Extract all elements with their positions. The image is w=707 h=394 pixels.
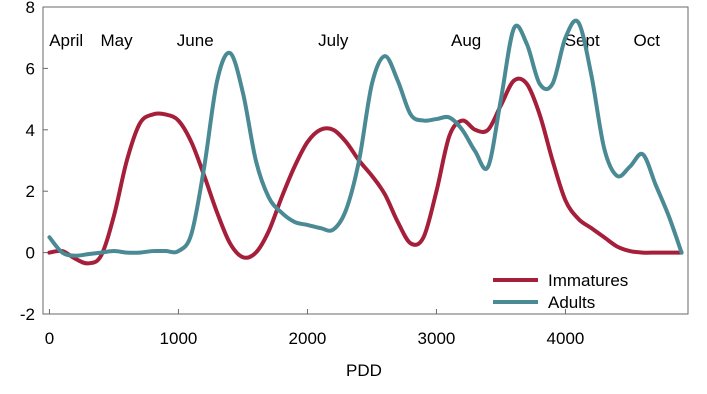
month-label-april: April: [49, 31, 83, 50]
legend-label-adults: Adults: [548, 293, 595, 312]
month-label-oct: Oct: [633, 31, 660, 50]
y-tick-label: 2: [26, 182, 35, 201]
y-tick-label: 6: [26, 59, 35, 78]
month-label-july: July: [318, 31, 349, 50]
month-label-june: June: [177, 31, 214, 50]
y-axis: -2 0 2 4 6 8: [20, 0, 48, 324]
month-label-aug: Aug: [451, 31, 481, 50]
x-tick-label: 1000: [160, 329, 198, 348]
x-tick-label: 0: [45, 329, 54, 348]
legend-label-immatures: Immatures: [548, 271, 628, 290]
y-tick-label: 8: [26, 0, 35, 17]
x-axis-label: PDD: [346, 361, 382, 380]
plot-frame: [42, 6, 689, 315]
y-tick-label: -2: [20, 305, 35, 324]
y-tick-label: 0: [26, 244, 35, 263]
series-line-adults: [47, 18, 684, 258]
legend: Immatures Adults: [493, 271, 628, 312]
x-tick-label: 2000: [289, 329, 327, 348]
x-tick-label: 3000: [418, 329, 456, 348]
y-tick-label: 4: [26, 121, 35, 140]
x-axis: 0 1000 2000 3000 4000: [45, 309, 585, 348]
x-tick-label: 4000: [547, 329, 585, 348]
month-label-may: May: [100, 31, 133, 50]
series-lines: [47, 18, 684, 266]
series-line-immatures: [47, 76, 684, 266]
